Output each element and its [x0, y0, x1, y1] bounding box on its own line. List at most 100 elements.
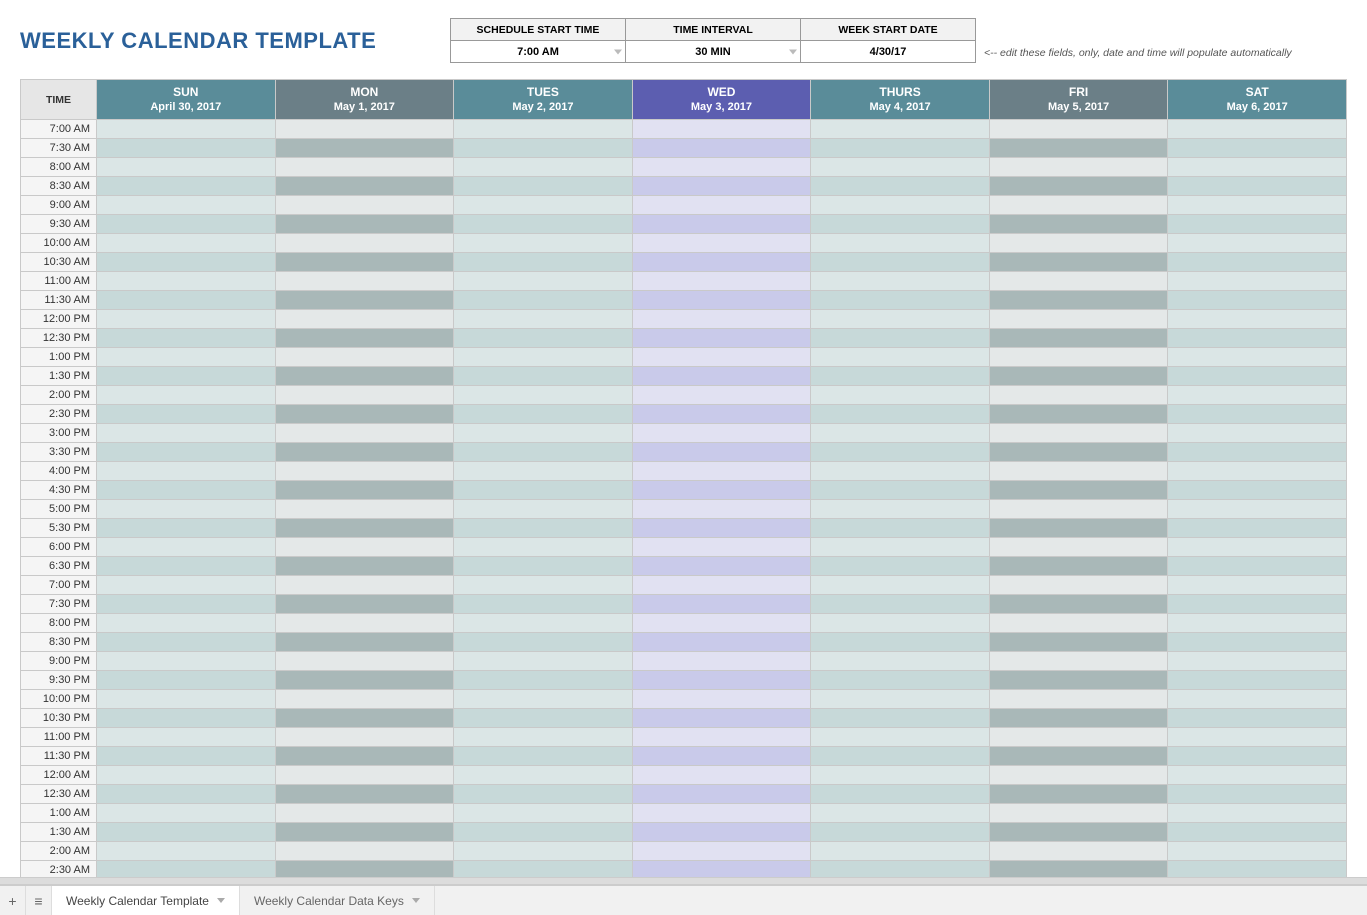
calendar-cell[interactable]: [97, 823, 276, 842]
calendar-cell[interactable]: [97, 766, 276, 785]
calendar-cell[interactable]: [275, 500, 454, 519]
calendar-cell[interactable]: [1168, 348, 1347, 367]
calendar-cell[interactable]: [275, 291, 454, 310]
calendar-cell[interactable]: [632, 253, 811, 272]
calendar-cell[interactable]: [454, 443, 633, 462]
calendar-cell[interactable]: [989, 158, 1168, 177]
calendar-cell[interactable]: [989, 766, 1168, 785]
calendar-cell[interactable]: [1168, 538, 1347, 557]
calendar-cell[interactable]: [632, 823, 811, 842]
calendar-cell[interactable]: [454, 158, 633, 177]
calendar-cell[interactable]: [811, 158, 990, 177]
calendar-cell[interactable]: [632, 405, 811, 424]
calendar-cell[interactable]: [97, 348, 276, 367]
calendar-cell[interactable]: [275, 367, 454, 386]
calendar-cell[interactable]: [632, 652, 811, 671]
calendar-cell[interactable]: [989, 196, 1168, 215]
calendar-cell[interactable]: [811, 481, 990, 500]
calendar-cell[interactable]: [1168, 215, 1347, 234]
calendar-cell[interactable]: [989, 215, 1168, 234]
calendar-cell[interactable]: [989, 253, 1168, 272]
calendar-cell[interactable]: [454, 500, 633, 519]
calendar-cell[interactable]: [632, 728, 811, 747]
calendar-cell[interactable]: [989, 614, 1168, 633]
calendar-cell[interactable]: [454, 462, 633, 481]
calendar-cell[interactable]: [275, 329, 454, 348]
calendar-cell[interactable]: [1168, 177, 1347, 196]
calendar-cell[interactable]: [275, 386, 454, 405]
calendar-cell[interactable]: [97, 158, 276, 177]
calendar-cell[interactable]: [989, 177, 1168, 196]
calendar-cell[interactable]: [97, 120, 276, 139]
calendar-cell[interactable]: [97, 576, 276, 595]
calendar-cell[interactable]: [811, 823, 990, 842]
calendar-cell[interactable]: [1168, 329, 1347, 348]
calendar-cell[interactable]: [989, 690, 1168, 709]
calendar-cell[interactable]: [1168, 671, 1347, 690]
calendar-cell[interactable]: [811, 690, 990, 709]
calendar-cell[interactable]: [632, 329, 811, 348]
calendar-cell[interactable]: [275, 690, 454, 709]
calendar-cell[interactable]: [989, 481, 1168, 500]
chevron-down-icon[interactable]: [217, 898, 225, 903]
calendar-cell[interactable]: [454, 291, 633, 310]
calendar-cell[interactable]: [97, 557, 276, 576]
calendar-cell[interactable]: [97, 747, 276, 766]
calendar-cell[interactable]: [989, 785, 1168, 804]
calendar-cell[interactable]: [989, 671, 1168, 690]
calendar-cell[interactable]: [632, 576, 811, 595]
calendar-cell[interactable]: [1168, 462, 1347, 481]
calendar-cell[interactable]: [1168, 595, 1347, 614]
calendar-cell[interactable]: [1168, 253, 1347, 272]
calendar-cell[interactable]: [275, 310, 454, 329]
calendar-cell[interactable]: [811, 139, 990, 158]
calendar-cell[interactable]: [454, 690, 633, 709]
calendar-cell[interactable]: [275, 443, 454, 462]
calendar-cell[interactable]: [989, 538, 1168, 557]
calendar-cell[interactable]: [97, 253, 276, 272]
calendar-cell[interactable]: [454, 709, 633, 728]
calendar-cell[interactable]: [811, 348, 990, 367]
calendar-cell[interactable]: [632, 709, 811, 728]
calendar-cell[interactable]: [989, 272, 1168, 291]
calendar-cell[interactable]: [1168, 614, 1347, 633]
calendar-cell[interactable]: [454, 481, 633, 500]
calendar-cell[interactable]: [811, 253, 990, 272]
calendar-cell[interactable]: [1168, 709, 1347, 728]
calendar-cell[interactable]: [811, 462, 990, 481]
calendar-cell[interactable]: [632, 804, 811, 823]
calendar-cell[interactable]: [632, 614, 811, 633]
calendar-cell[interactable]: [454, 139, 633, 158]
calendar-cell[interactable]: [454, 595, 633, 614]
calendar-cell[interactable]: [632, 120, 811, 139]
calendar-cell[interactable]: [811, 367, 990, 386]
calendar-cell[interactable]: [989, 139, 1168, 158]
calendar-cell[interactable]: [1168, 405, 1347, 424]
calendar-cell[interactable]: [97, 329, 276, 348]
calendar-cell[interactable]: [811, 671, 990, 690]
calendar-cell[interactable]: [811, 595, 990, 614]
calendar-cell[interactable]: [989, 348, 1168, 367]
calendar-cell[interactable]: [275, 747, 454, 766]
calendar-cell[interactable]: [275, 139, 454, 158]
calendar-cell[interactable]: [632, 215, 811, 234]
calendar-cell[interactable]: [454, 177, 633, 196]
calendar-cell[interactable]: [97, 196, 276, 215]
calendar-cell[interactable]: [811, 443, 990, 462]
calendar-cell[interactable]: [989, 652, 1168, 671]
calendar-cell[interactable]: [97, 785, 276, 804]
calendar-cell[interactable]: [989, 804, 1168, 823]
calendar-cell[interactable]: [1168, 804, 1347, 823]
calendar-cell[interactable]: [989, 424, 1168, 443]
calendar-cell[interactable]: [811, 177, 990, 196]
calendar-cell[interactable]: [811, 519, 990, 538]
calendar-cell[interactable]: [97, 538, 276, 557]
calendar-cell[interactable]: [97, 671, 276, 690]
calendar-cell[interactable]: [275, 272, 454, 291]
all-sheets-button[interactable]: ≡: [26, 886, 52, 915]
calendar-cell[interactable]: [989, 519, 1168, 538]
settings-start-time-cell[interactable]: 7:00 AM: [451, 41, 626, 63]
calendar-cell[interactable]: [811, 291, 990, 310]
calendar-cell[interactable]: [989, 709, 1168, 728]
settings-interval-cell[interactable]: 30 MIN: [626, 41, 801, 63]
